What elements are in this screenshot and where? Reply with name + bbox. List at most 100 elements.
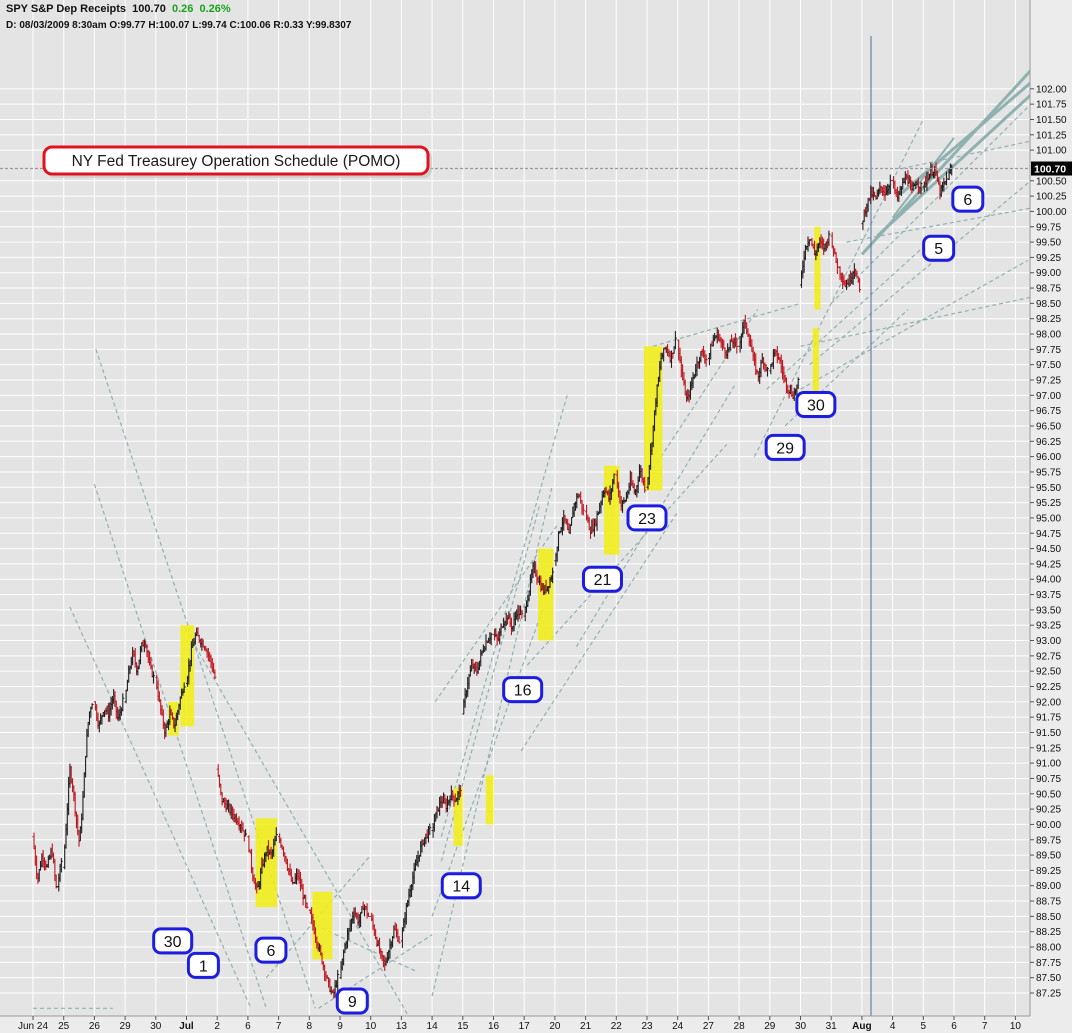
y-tick-label: 88.00 xyxy=(1036,943,1061,954)
y-tick-label: 97.50 xyxy=(1036,360,1061,371)
callout-box xyxy=(335,987,369,1015)
y-tick-label: 99.50 xyxy=(1036,238,1061,249)
y-tick-label: 92.00 xyxy=(1036,697,1061,708)
x-tick-label: 14 xyxy=(427,1021,439,1032)
y-tick-label: 93.00 xyxy=(1036,636,1061,647)
trendline xyxy=(800,259,1028,390)
y-tick-label: 89.25 xyxy=(1036,866,1061,877)
y-tick-label: 92.75 xyxy=(1036,651,1061,662)
callout-label: 5 xyxy=(934,241,943,258)
y-tick-label: 93.50 xyxy=(1036,605,1061,616)
pomo-highlight xyxy=(604,465,620,555)
trendline xyxy=(846,204,1047,243)
trendline xyxy=(809,180,1032,366)
x-tick-label: 6 xyxy=(951,1021,957,1032)
y-tick-label: 94.00 xyxy=(1036,575,1061,586)
pomo-highlight xyxy=(255,818,278,908)
y-tick-label: 101.75 xyxy=(1036,100,1067,111)
price-bars xyxy=(32,162,954,999)
y-tick-label: 93.25 xyxy=(1036,621,1061,632)
price-change: 0.26 xyxy=(171,3,194,15)
trendline xyxy=(440,505,541,862)
x-axis: Jun 24 25 26 29 30 Jul 2 6 7 8 9 10 13 14 15 16 17 20 21 22… xyxy=(0,1015,1072,1033)
trendline xyxy=(800,296,1031,347)
y-tick-label: 90.00 xyxy=(1036,820,1061,831)
callout-box xyxy=(626,504,668,532)
x-tick-label: 31 xyxy=(826,1021,838,1032)
y-tick-label: 102.00 xyxy=(1036,84,1067,95)
x-tick-label: 20 xyxy=(549,1021,561,1032)
callout-label: 16 xyxy=(514,683,532,700)
pomo-highlight xyxy=(485,775,494,825)
y-tick-label: 98.75 xyxy=(1036,284,1061,295)
y-tick-label: 100.00 xyxy=(1036,207,1067,218)
trendline xyxy=(309,921,417,973)
y-tick-label: 101.25 xyxy=(1036,130,1067,141)
trendline xyxy=(900,81,1032,195)
y-tick-label: 92.50 xyxy=(1036,667,1061,678)
callout-label: 14 xyxy=(452,879,470,896)
y-tick-label: 87.50 xyxy=(1036,973,1061,984)
pomo-highlight xyxy=(643,346,663,491)
x-tick-label: 22 xyxy=(611,1021,623,1032)
x-tick-label: 26 xyxy=(89,1021,101,1032)
callout-label: 23 xyxy=(638,511,656,528)
x-tick-label: Aug xyxy=(852,1021,871,1032)
pomo-highlight xyxy=(180,625,195,727)
y-tick-label: 97.00 xyxy=(1036,391,1061,402)
banner-box xyxy=(42,145,430,176)
y-tick-label: 89.50 xyxy=(1036,851,1061,862)
y-tick-label: 89.00 xyxy=(1036,881,1061,892)
y-tick-label: 95.75 xyxy=(1036,467,1061,478)
y-tick-label: 88.50 xyxy=(1036,912,1061,923)
last-price-tag xyxy=(1031,161,1072,176)
y-tick-label: 98.00 xyxy=(1036,330,1061,341)
trendline xyxy=(434,523,559,703)
x-tick-label: 25 xyxy=(58,1021,70,1032)
trendline xyxy=(901,137,1047,170)
grid xyxy=(0,0,1030,1016)
x-tick-label: 9 xyxy=(337,1021,343,1032)
callout-box xyxy=(152,927,194,955)
y-tick-label: 91.25 xyxy=(1036,743,1061,754)
callout-label: 6 xyxy=(266,943,275,960)
x-tick-label: 16 xyxy=(488,1021,500,1032)
trendline xyxy=(69,606,252,1009)
trendline xyxy=(766,235,936,390)
y-tick-label: 90.50 xyxy=(1036,789,1061,800)
x-tick-label: 17 xyxy=(519,1021,531,1032)
x-tick-label: Jun 24 xyxy=(18,1021,48,1032)
x-tick-label: 24 xyxy=(672,1021,684,1032)
callout-box xyxy=(502,676,544,704)
trendline xyxy=(830,88,1047,304)
x-tick-label: 15 xyxy=(457,1021,469,1032)
y-tick-label: 88.25 xyxy=(1036,927,1061,938)
trendline xyxy=(520,511,679,752)
y-tick-label: 99.25 xyxy=(1036,253,1061,264)
trendline xyxy=(652,309,759,470)
y-tick-label: 92.25 xyxy=(1036,682,1061,693)
trendline xyxy=(431,609,544,917)
instrument-name: S&P Dep Receipts xyxy=(30,3,127,15)
x-tick-label: 8 xyxy=(307,1021,313,1032)
y-tick-label: 91.50 xyxy=(1036,728,1061,739)
trendlines xyxy=(33,36,1047,1016)
x-tick-label: 4 xyxy=(890,1021,896,1032)
x-tick-label: 6 xyxy=(245,1021,251,1032)
banner-title: NY Fed Treasurey Operation Schedule (POM… xyxy=(72,153,401,170)
callout-label: 1 xyxy=(199,958,208,975)
y-tick-label: 89.75 xyxy=(1036,835,1061,846)
y-tick-label: 96.75 xyxy=(1036,406,1061,417)
y-tick-label: 101.50 xyxy=(1036,115,1067,126)
y-tick-label: 100.25 xyxy=(1036,192,1067,203)
callout-box xyxy=(764,433,806,461)
x-tick-label: 29 xyxy=(764,1021,776,1032)
callout-label: 30 xyxy=(807,398,825,415)
y-tick-label: 94.75 xyxy=(1036,529,1061,540)
callout-box xyxy=(186,951,220,979)
trendline xyxy=(526,443,728,666)
y-tick-label: 101.00 xyxy=(1036,146,1067,157)
pomo-highlight xyxy=(812,327,819,393)
y-tick-label: 90.25 xyxy=(1036,805,1061,816)
